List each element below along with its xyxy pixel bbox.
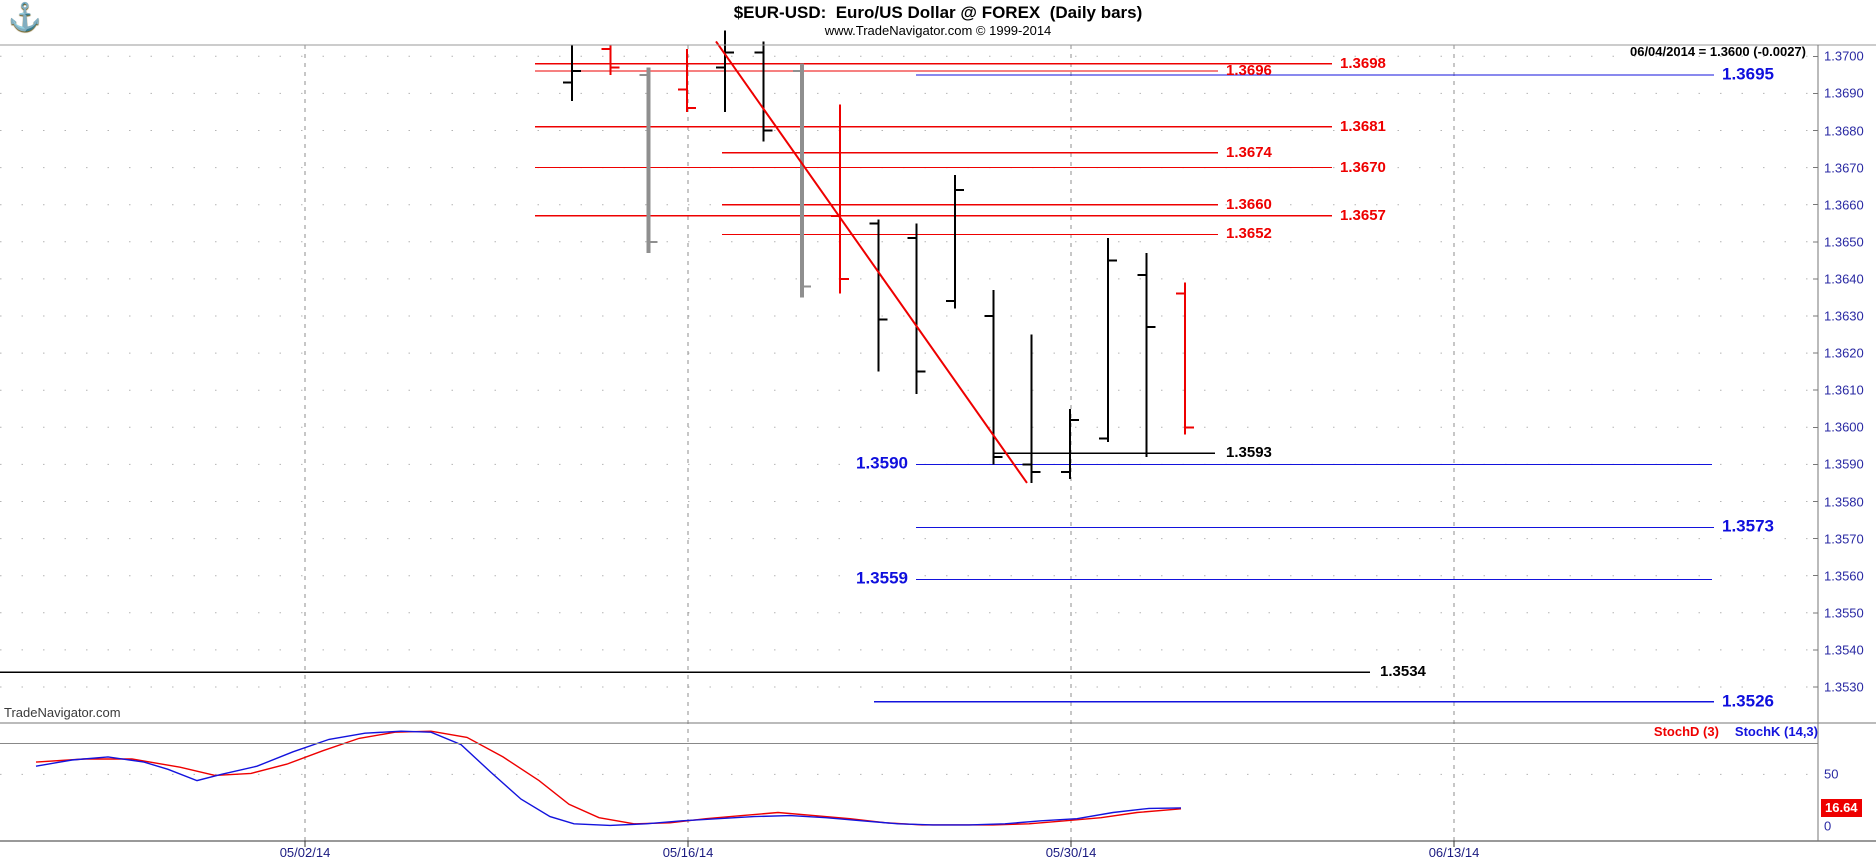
down-trendline[interactable] [715, 40, 1028, 484]
stochk-line [35, 730, 1182, 827]
